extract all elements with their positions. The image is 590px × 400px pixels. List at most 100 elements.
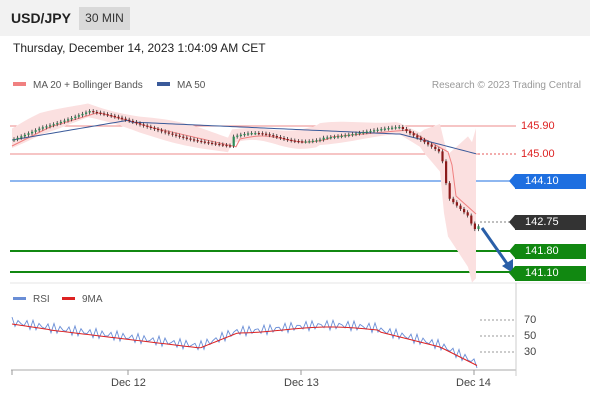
candle-body <box>311 140 314 143</box>
candle-body <box>20 136 23 138</box>
candle-body <box>99 112 102 114</box>
candle-body <box>412 133 415 136</box>
candle-body <box>369 130 372 133</box>
candle-body <box>203 141 206 143</box>
candle-body <box>452 198 455 203</box>
candle-body <box>70 118 73 120</box>
candle-body <box>193 139 196 141</box>
candle-body <box>13 139 16 141</box>
candle-body <box>279 137 282 139</box>
candle-body <box>322 137 325 140</box>
candle-body <box>81 113 84 116</box>
candle-body <box>315 140 318 142</box>
candle-body <box>113 115 116 118</box>
bollinger-swatch <box>13 82 26 87</box>
candle-body <box>405 129 408 132</box>
candle-body <box>387 128 390 130</box>
candle-body <box>45 126 48 128</box>
rsi-panel <box>11 316 516 369</box>
candle-body <box>218 143 221 146</box>
candle-body <box>88 111 91 113</box>
candle-body <box>326 137 329 139</box>
candle-body <box>293 140 296 142</box>
rsi-level-50: 50 <box>524 330 537 342</box>
candle-body <box>139 123 142 125</box>
candle-body <box>167 132 170 134</box>
candle-body <box>16 137 19 140</box>
candle-body <box>221 144 224 146</box>
candle-body <box>34 130 37 132</box>
candle-body <box>67 119 70 121</box>
candle-body <box>171 133 174 135</box>
candle-body <box>333 136 336 138</box>
candle-body <box>398 126 401 129</box>
candle-body <box>185 137 188 139</box>
candle-body <box>365 131 368 133</box>
candle-body <box>355 133 358 135</box>
candle-body <box>214 143 217 145</box>
rsi-legend-label: RSI <box>33 294 50 305</box>
support-2-value: 141.10 <box>525 267 559 279</box>
rsi-ma-legend-label: 9MA <box>82 294 103 305</box>
candle-body <box>131 120 134 123</box>
axis-ticks <box>11 370 475 375</box>
candle-body <box>455 202 458 206</box>
last-price-label: 142.75 <box>509 215 586 230</box>
candle-body <box>419 137 422 140</box>
candle-body <box>477 226 480 230</box>
candle-body <box>31 131 34 134</box>
candle-body <box>207 142 210 144</box>
candle-body <box>268 134 271 136</box>
candle-body <box>297 141 300 143</box>
candle-body <box>448 183 451 199</box>
candle-body <box>200 140 203 143</box>
ma50-swatch <box>157 82 170 87</box>
candle-body <box>376 129 379 131</box>
candle-body <box>340 135 343 137</box>
candle-body <box>470 215 473 224</box>
candle-body <box>106 114 109 116</box>
timeframe-badge[interactable]: 30 MIN <box>79 7 130 30</box>
candle-body <box>49 125 52 127</box>
candle-body <box>182 136 185 138</box>
candle-body <box>351 134 354 136</box>
candle-body <box>56 123 59 125</box>
candle-body <box>358 132 361 135</box>
candle-body <box>41 127 44 129</box>
candle-body <box>463 208 466 213</box>
candle-body <box>473 223 476 230</box>
rsi-level-30: 30 <box>524 346 537 358</box>
chart-header: USD/JPY 30 MIN <box>0 0 590 36</box>
ma50-line <box>11 119 477 155</box>
candle-body <box>27 133 30 135</box>
date-label-dec14: Dec 14 <box>456 377 491 389</box>
candle-body <box>286 138 289 141</box>
candle-body <box>157 129 160 131</box>
candle-body <box>283 138 286 140</box>
candle-body <box>124 118 127 120</box>
candle-body <box>308 141 311 143</box>
candle-body <box>441 151 444 162</box>
rsi-ma-swatch <box>62 296 75 300</box>
price-panel <box>10 103 516 283</box>
candle-body <box>254 133 257 135</box>
candle-body <box>239 134 242 136</box>
candle-body <box>344 135 347 137</box>
candle-body <box>247 133 250 135</box>
candle-body <box>52 124 55 126</box>
candle-body <box>466 212 469 216</box>
pivot-label: 144.10 <box>509 174 586 189</box>
candle-body <box>128 119 131 121</box>
rsi-legend: RSI <box>13 294 50 305</box>
candle-body <box>146 125 149 127</box>
rsi-ma-legend: 9MA <box>62 294 103 305</box>
last-price-value: 142.75 <box>525 216 559 228</box>
candle-body <box>121 117 124 119</box>
candle-body <box>383 128 386 130</box>
rsi-level-70: 70 <box>524 314 537 326</box>
candle-body <box>250 133 253 135</box>
candle-body <box>63 120 66 122</box>
candle-body <box>135 122 138 124</box>
candle-body <box>394 127 397 129</box>
